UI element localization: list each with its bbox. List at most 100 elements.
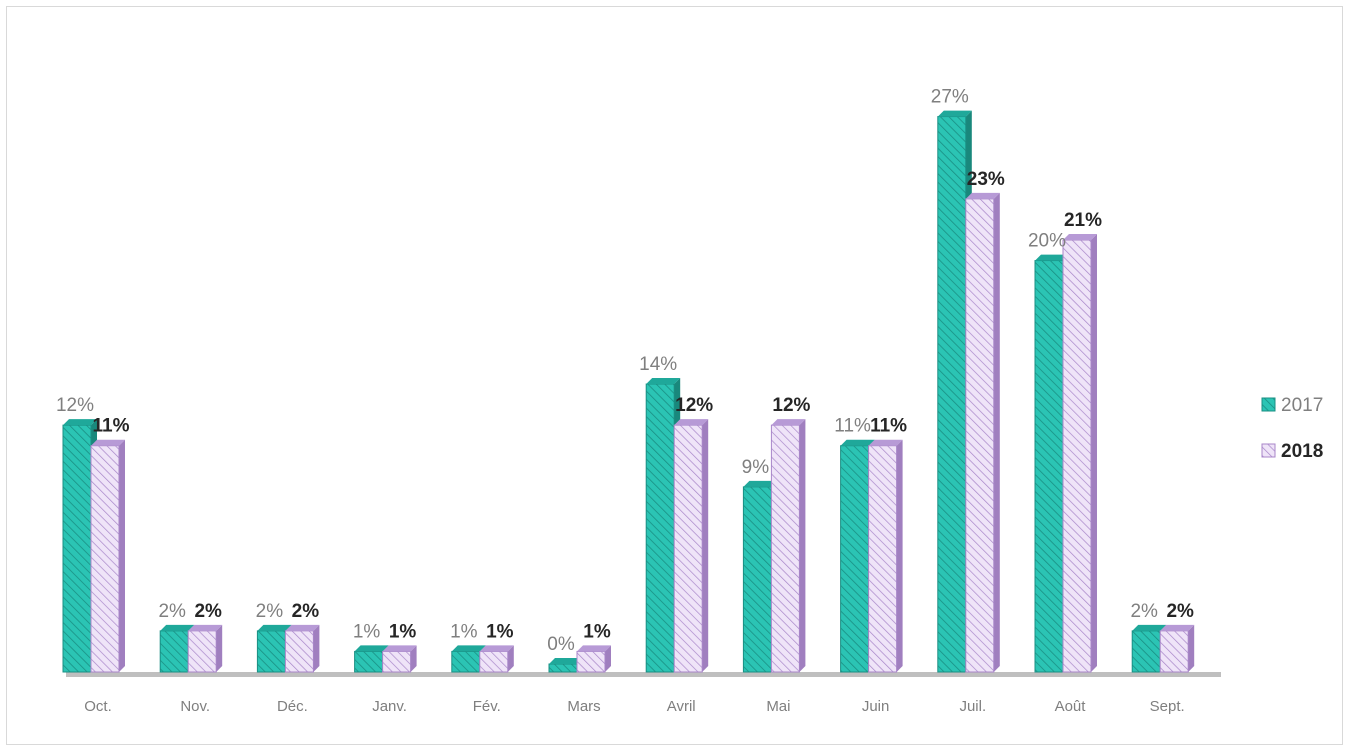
legend-swatch-2017	[1261, 397, 1276, 412]
bar-front	[451, 650, 481, 673]
bar-top	[1035, 254, 1069, 261]
bar-2018-6[interactable]	[673, 419, 709, 673]
x-tick-7: Mai	[766, 698, 790, 715]
legend-label-2017: 2017	[1281, 395, 1323, 416]
bar-front	[576, 650, 606, 673]
bar-top	[1063, 234, 1097, 240]
value-label-2018-3: 1%	[389, 621, 417, 642]
x-tick-4: Fév.	[473, 698, 501, 715]
value-label-2017-1: 2%	[158, 601, 186, 622]
value-label-2018-9: 23%	[967, 169, 1005, 190]
bar-2018-1[interactable]	[187, 624, 223, 673]
bar-top	[868, 439, 903, 446]
bar-top	[63, 419, 97, 426]
value-label-2018-2: 2%	[292, 601, 320, 622]
value-label-2017-3: 1%	[353, 621, 381, 642]
value-label-2018-0: 11%	[93, 416, 130, 437]
bar-2018-9[interactable]	[965, 192, 1000, 673]
bar-side	[1091, 234, 1097, 672]
bar-front	[840, 445, 870, 673]
x-tick-10: Août	[1055, 698, 1087, 715]
bar-front	[868, 445, 898, 673]
value-labels: 12%11%2% 2% 2% 2%1% 1% 1% 1%0%1%14%12%9%12%11%…	[56, 87, 1194, 655]
x-tick-1: Nov.	[180, 698, 210, 715]
bar-front	[62, 424, 92, 673]
bar-front	[645, 383, 675, 673]
value-label-2018-10: 21%	[1064, 210, 1102, 231]
bar-side	[1188, 624, 1195, 672]
value-label-2018-7: 12%	[772, 395, 810, 416]
bar-side	[993, 192, 1000, 672]
bar-top	[937, 110, 972, 117]
bar-top	[1160, 624, 1195, 631]
value-label-2018-1: 2%	[194, 601, 222, 622]
bar-front	[1131, 630, 1161, 673]
bar-top	[646, 378, 681, 384]
x-tick-2: Déc.	[277, 698, 308, 715]
bar-2018-3[interactable]	[382, 645, 417, 673]
bar-side	[605, 645, 611, 672]
x-tick-labels: Oct. Nov. Déc. Janv. Fév. Mars Avril Mai Juin Jui…	[84, 698, 1184, 715]
value-label-2017-6: 14%	[639, 354, 677, 375]
bar-front	[354, 650, 384, 673]
bar-side	[410, 645, 417, 672]
bar-2018-7[interactable]	[770, 419, 806, 673]
value-label-2018-6: 12%	[675, 395, 713, 416]
bar-top	[91, 439, 125, 446]
bar-front	[479, 650, 509, 673]
x-axis	[66, 672, 1221, 677]
x-tick-6: Avril	[667, 698, 696, 715]
bar-front	[965, 198, 995, 673]
value-label-2018-11: 2%	[1166, 601, 1194, 622]
bar-top	[743, 480, 778, 487]
bar-side	[702, 419, 709, 672]
value-label-2018-4: 1%	[486, 621, 514, 642]
x-tick-0: Oct.	[84, 698, 112, 715]
bar-front	[187, 630, 217, 673]
bar-top	[840, 439, 875, 446]
value-label-2017-5: 0%	[547, 634, 575, 655]
bar-front	[256, 630, 286, 673]
bar-top	[354, 645, 389, 652]
bar-front	[548, 663, 578, 673]
bar-front	[159, 630, 189, 673]
bar-side	[799, 419, 806, 672]
bar-top	[549, 658, 583, 664]
bar-side	[896, 439, 903, 672]
bar-2018-2[interactable]	[284, 624, 320, 673]
bar-front	[1159, 630, 1189, 673]
bar-top	[965, 192, 1000, 199]
bar-front	[673, 424, 703, 673]
bar-front	[937, 116, 967, 673]
bar-top	[771, 419, 806, 426]
bar-side	[507, 645, 514, 672]
bar-front	[382, 650, 412, 673]
bar-2018-10[interactable]	[1062, 234, 1097, 673]
value-label-2018-5: 1%	[583, 621, 611, 642]
value-label-2017-0: 12%	[56, 395, 94, 416]
bar-front	[90, 445, 120, 673]
legend-item-2017[interactable]: 2017	[1261, 395, 1323, 416]
bar-side	[119, 439, 125, 672]
bar-2018-5[interactable]	[576, 645, 611, 673]
value-label-2017-10: 20%	[1028, 231, 1066, 252]
value-label-2017-11: 2%	[1130, 601, 1158, 622]
bar-2018-4[interactable]	[479, 645, 514, 673]
bar-side	[216, 624, 223, 672]
value-label-2017-7: 9%	[742, 457, 770, 478]
bar-top	[674, 419, 709, 426]
bar-top	[382, 645, 417, 652]
bar-2018-11[interactable]	[1159, 624, 1195, 673]
bar-2018-0[interactable]	[90, 439, 125, 673]
bar-front	[284, 630, 314, 673]
legend-item-2018[interactable]: 2018	[1261, 441, 1323, 462]
bar-2018-8[interactable]	[868, 439, 903, 673]
x-tick-11: Sept.	[1150, 698, 1185, 715]
value-label-2017-4: 1%	[450, 621, 478, 642]
legend: 2017 2018	[1261, 395, 1323, 462]
bar-top	[479, 645, 514, 652]
bar-side	[313, 624, 320, 672]
bar-top	[160, 624, 195, 631]
value-label-2017-2: 2%	[256, 601, 284, 622]
